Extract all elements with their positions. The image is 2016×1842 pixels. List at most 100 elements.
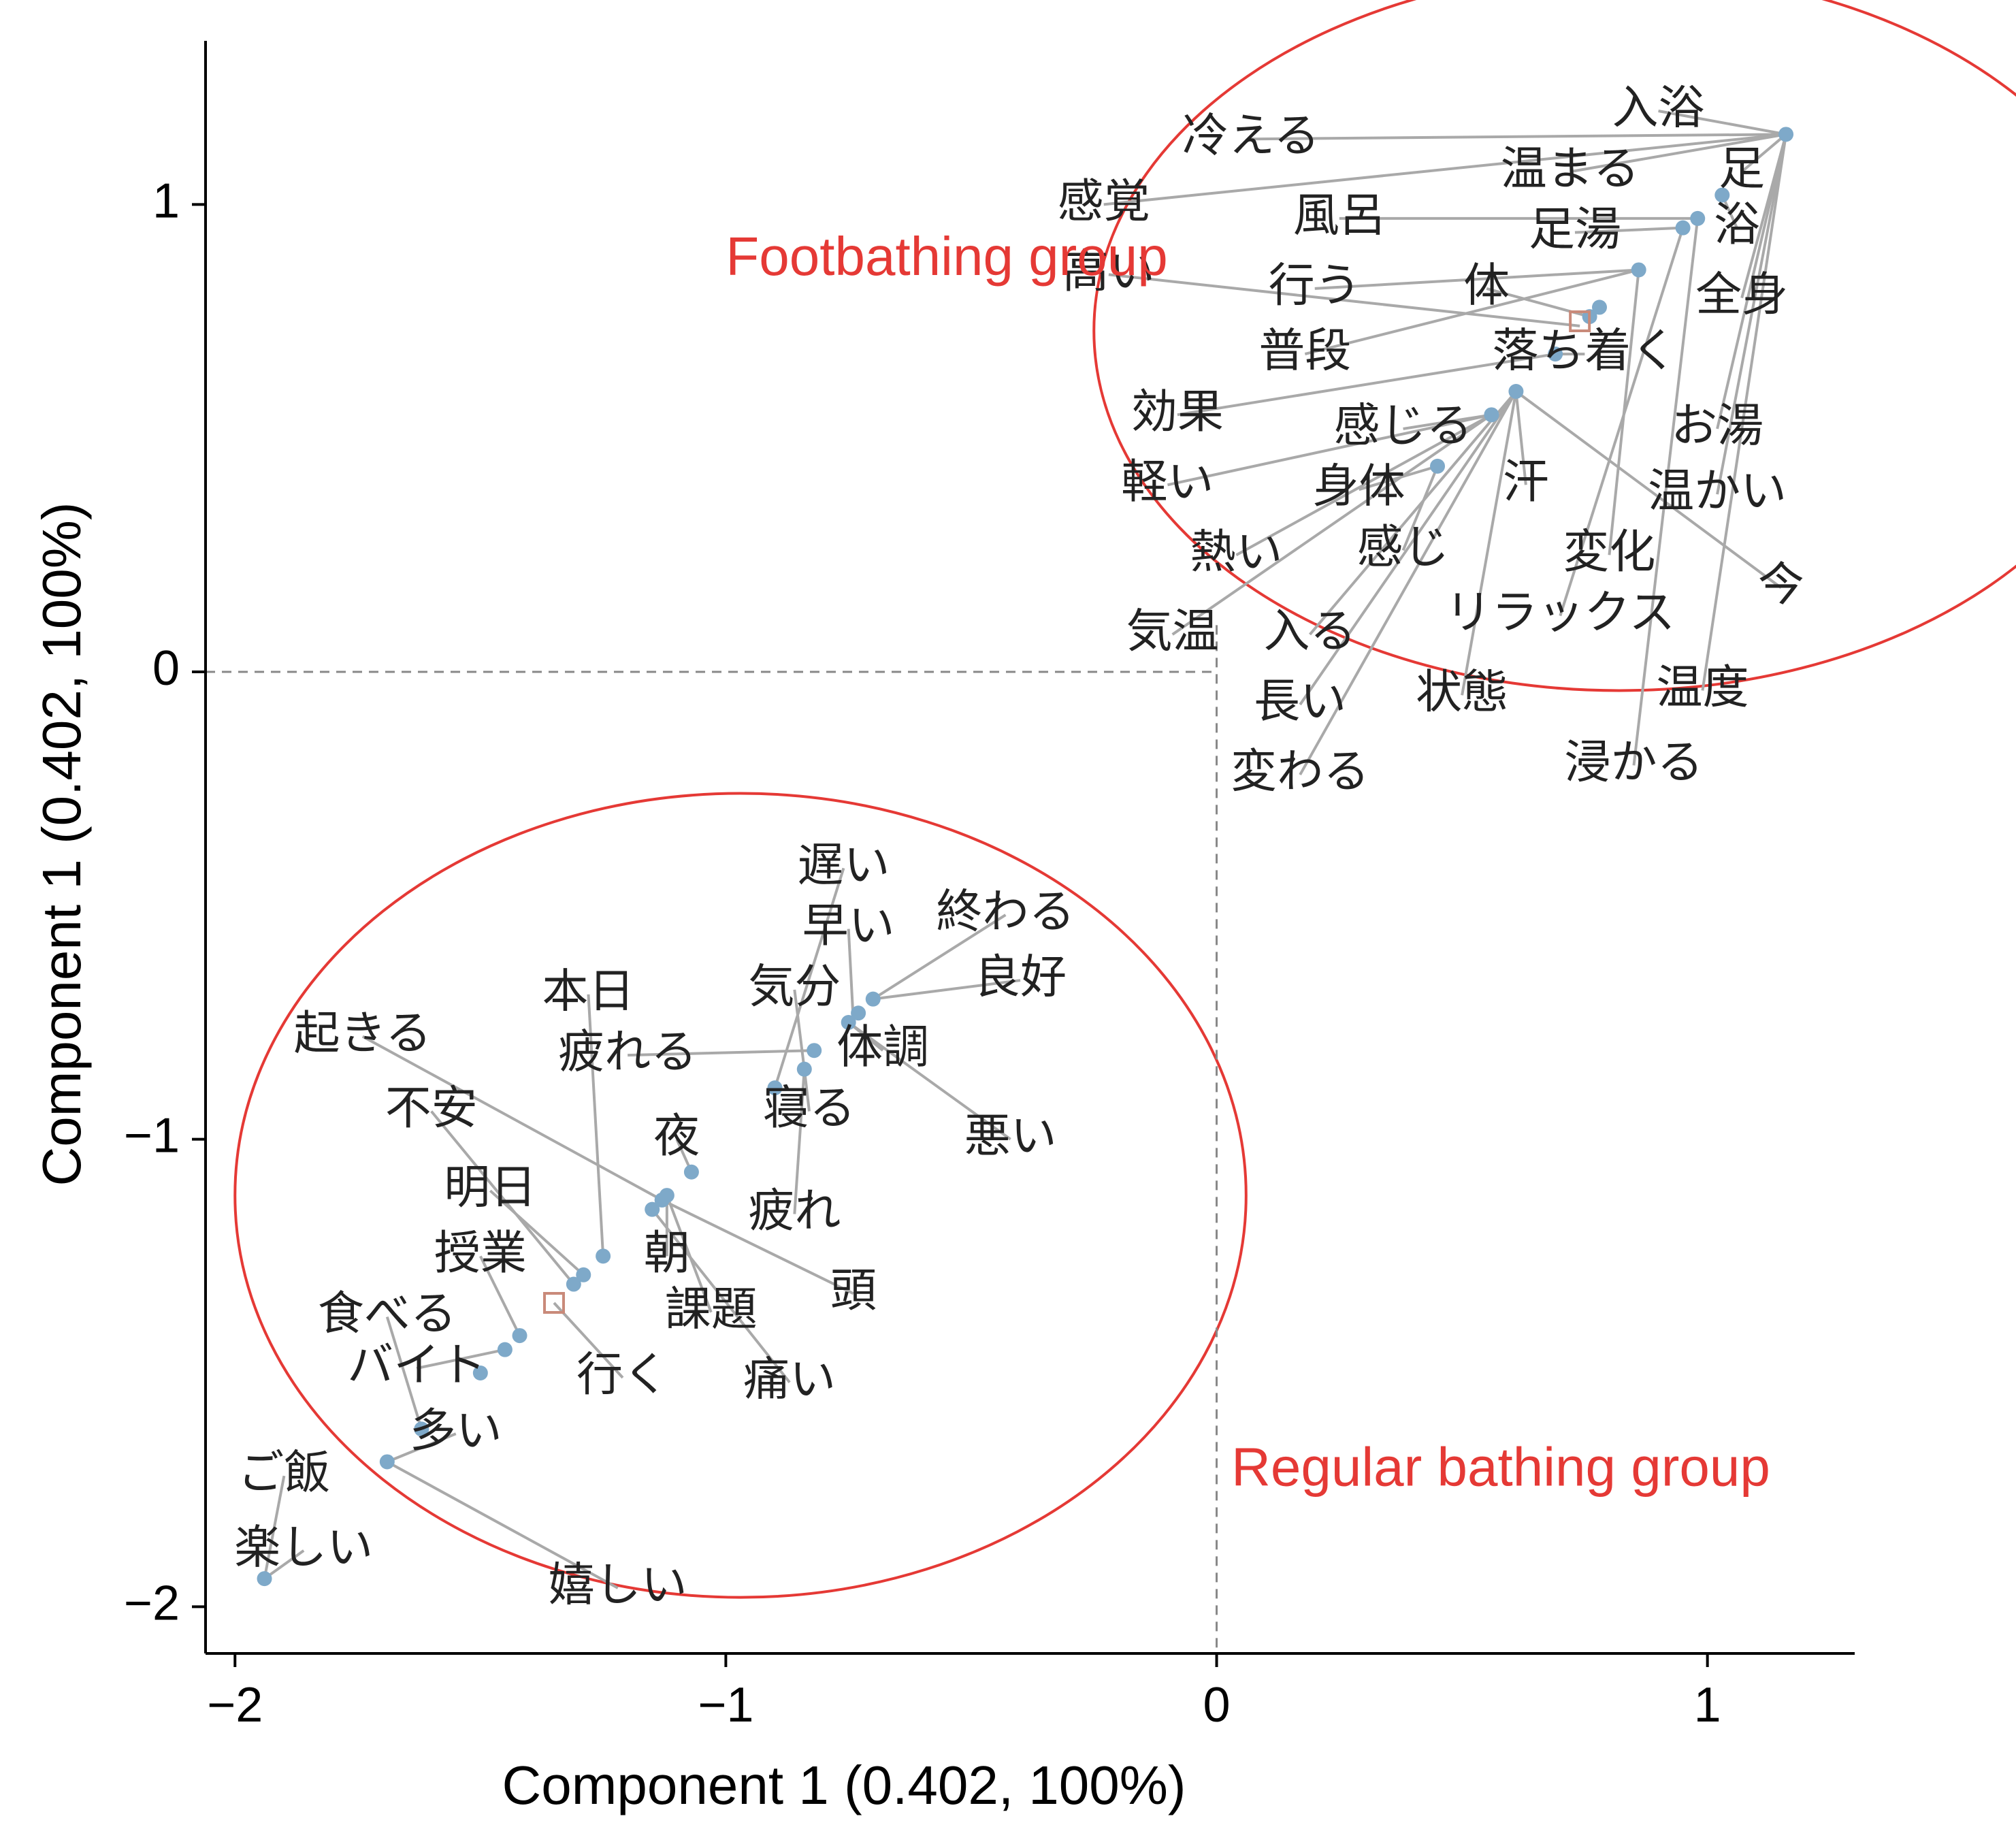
word-label-56: 痛い	[743, 1353, 836, 1406]
word-label-4: 温まる	[1501, 142, 1640, 196]
leader-line-1	[1658, 110, 1787, 136]
word-label-58: ご飯	[238, 1447, 330, 1500]
data-point-18	[683, 1164, 699, 1180]
x-tick-label-3: 0	[1203, 1678, 1231, 1732]
leader-line-33	[1632, 218, 1700, 766]
data-point-1	[1778, 127, 1794, 142]
leader-line-21	[1716, 133, 1788, 495]
word-label-48: 疲れ	[748, 1184, 841, 1238]
data-point-27	[472, 1366, 488, 1380]
word-label-11: 体	[1463, 259, 1510, 312]
x-tick-label-2: −1	[698, 1678, 753, 1732]
leader-line-55	[553, 1302, 624, 1379]
word-label-12: 全身	[1695, 268, 1788, 322]
word-label-40: 起きる	[293, 1007, 432, 1061]
leader-line-23	[1401, 466, 1439, 551]
y-tick-label-3: 0	[152, 641, 180, 696]
word-label-51: 頭	[830, 1264, 877, 1318]
leader-line-48	[793, 1069, 806, 1214]
leader-line-2	[1250, 133, 1787, 141]
word-label-41: 疲れる	[558, 1026, 697, 1080]
data-point-9	[1508, 384, 1524, 399]
leader-line-47	[489, 1189, 585, 1276]
leader-line-41	[628, 1049, 815, 1057]
group-ellipses	[233, 0, 2016, 1599]
leader-line-30	[1461, 391, 1518, 696]
data-point-5	[1631, 262, 1646, 278]
x-axis-title: Component 1 (0.402, 100%)	[502, 1755, 1186, 1815]
data-point-6	[1592, 300, 1608, 315]
word-label-14: 落ち着く	[1492, 325, 1677, 378]
leader-line-45	[847, 1021, 1011, 1141]
word-label-55: 行く	[576, 1348, 669, 1402]
leader-line-32	[1299, 391, 1518, 776]
leader-line-20	[1514, 391, 1527, 485]
leader-line-17	[1716, 133, 1787, 430]
word-label-23: 感じ	[1357, 521, 1450, 575]
leader-line-9	[1108, 273, 1580, 327]
word-label-43: 寝る	[763, 1082, 856, 1135]
leader-line-15	[1177, 353, 1556, 417]
word-label-1: 入浴	[1612, 82, 1705, 135]
word-label-27: 入る	[1264, 605, 1356, 659]
data-point-26	[497, 1342, 513, 1357]
data-point-16	[796, 1061, 812, 1077]
leader-line-44	[430, 1110, 575, 1285]
leader-line-52	[385, 1316, 423, 1429]
leader-line-57	[387, 1432, 457, 1464]
leader-line-38	[873, 979, 1021, 1001]
word-label-33: 浸かる	[1564, 736, 1703, 790]
leader-line-60	[386, 1460, 619, 1589]
x-tick-label-1: −2	[207, 1678, 263, 1732]
word-label-6: 風呂	[1293, 189, 1386, 242]
leader-line-28	[1559, 227, 1685, 617]
leader-line-31	[1701, 134, 1788, 691]
leader-line-3	[1740, 133, 1787, 173]
data-point-24	[566, 1276, 581, 1292]
word-label-35: 早い	[802, 899, 895, 953]
data-point-25	[512, 1328, 527, 1344]
leader-line-5	[1103, 133, 1787, 206]
word-label-37: 気分	[748, 960, 841, 1014]
data-point-23	[576, 1267, 591, 1282]
word-label-29: 長い	[1254, 675, 1346, 729]
leader-line-29	[1299, 390, 1518, 706]
word-label-18: 軽い	[1121, 455, 1214, 509]
group-ellipse-2	[233, 792, 1248, 1599]
data-point-14	[841, 1015, 856, 1030]
word-label-53: 課題	[665, 1282, 758, 1336]
group-centroid-1	[1569, 310, 1591, 332]
leader-line-10	[1314, 268, 1639, 290]
leader-line-51	[661, 1199, 854, 1295]
word-label-2: 冷える	[1182, 110, 1320, 163]
word-label-16: 感じる	[1334, 399, 1473, 453]
word-label-52: 食べる	[318, 1287, 457, 1341]
word-label-20: 汗	[1503, 455, 1549, 509]
word-label-31: 温度	[1656, 661, 1749, 715]
axes	[204, 41, 1855, 1655]
word-label-28: リラックス	[1445, 586, 1675, 640]
word-label-10: 行う	[1269, 259, 1361, 312]
leader-line-58	[263, 1475, 286, 1579]
leader-line-49	[479, 1255, 521, 1336]
leader-line-4	[1570, 133, 1787, 174]
y-tick-label-4: 1	[152, 174, 180, 228]
data-point-30	[257, 1571, 272, 1587]
word-label-15: 効果	[1131, 385, 1224, 439]
word-label-59: 楽しい	[234, 1521, 373, 1574]
word-label-60: 嬉しい	[549, 1558, 687, 1612]
word-label-45: 悪い	[964, 1110, 1057, 1163]
group-label-1: Footbathing group	[726, 226, 1167, 287]
leader-line-54	[416, 1348, 506, 1370]
zero-reference-lines	[206, 625, 1218, 1653]
label-leader-lines	[263, 110, 1788, 1589]
word-label-42: 体調	[836, 1021, 929, 1075]
data-point-20	[654, 1192, 670, 1208]
data-point-15	[807, 1043, 822, 1059]
word-label-21: 温かい	[1648, 465, 1787, 519]
word-label-32: 変わる	[1231, 745, 1369, 799]
leader-line-37	[793, 989, 806, 1069]
word-label-34: 遅い	[797, 839, 890, 892]
